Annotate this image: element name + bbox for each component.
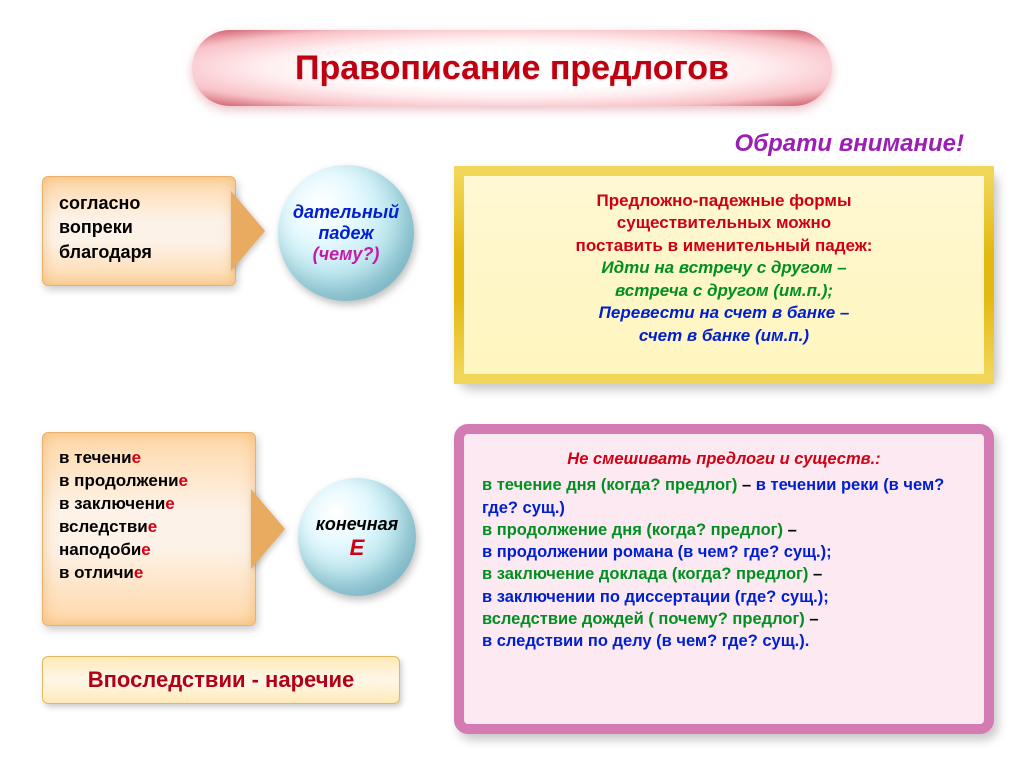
attention-label: Обрати внимание! (735, 130, 964, 158)
page-title: Правописание предлогов (295, 49, 729, 88)
box2-row-0: в течение (59, 447, 197, 470)
box1-line1: согласно (59, 191, 177, 215)
p1-l3: поставить в именительный падеж: (482, 235, 966, 257)
prepositions-dative-box: согласно вопреки благодаря (42, 176, 236, 286)
final-e-sphere: конечная Е (298, 478, 416, 596)
p2-row-0: в течение дня (когда? предлог) – в течен… (482, 474, 966, 519)
adverb-text: Впоследствии - наречие (88, 667, 354, 693)
case-forms-panel: Предложно-падежные формы существительных… (454, 166, 994, 384)
box2-row-1: в продолжение (59, 470, 197, 493)
dative-case-sphere: дательный падеж (чему?) (278, 165, 414, 301)
title-pill: Правописание предлогов (192, 30, 832, 106)
prepositions-ending-e-box: в течение в продолжение в заключение всл… (42, 432, 256, 626)
p1-l1: Предложно-падежные формы (482, 190, 966, 212)
box1-line3: благодаря (59, 240, 177, 264)
box1-line2: вопреки (59, 215, 177, 239)
contrast-panel: Не смешивать предлоги и существ.: в тече… (454, 424, 994, 734)
p1-l5: встреча с другом (им.п.); (482, 280, 966, 302)
sphere1-line3: (чему?) (313, 244, 380, 265)
p1-l7: счет в банке (им.п.) (482, 325, 966, 347)
sphere1-line2: падеж (318, 223, 373, 244)
sphere2-line1: конечная (316, 514, 399, 535)
box2-row-5: в отличие (59, 562, 197, 585)
sphere1-line1: дательный (293, 202, 399, 223)
box2-row-3: вследствие (59, 516, 197, 539)
p2-row-2: в заключение доклада (когда? предлог) –в… (482, 563, 966, 608)
box2-row-4: наподобие (59, 539, 197, 562)
p2-row-3: вследствие дождей ( почему? предлог) –в … (482, 608, 966, 653)
p1-l2: существительных можно (482, 212, 966, 234)
p1-l6: Перевести на счет в банке – (482, 302, 966, 324)
p1-l4: Идти на встречу с другом – (482, 257, 966, 279)
sphere2-line2: Е (350, 535, 365, 561)
p2-row-1: в продолжение дня (когда? предлог) –в пр… (482, 519, 966, 564)
box2-row-2: в заключение (59, 493, 197, 516)
adverb-note: Впоследствии - наречие (42, 656, 400, 704)
p2-title: Не смешивать предлоги и существ.: (482, 448, 966, 470)
